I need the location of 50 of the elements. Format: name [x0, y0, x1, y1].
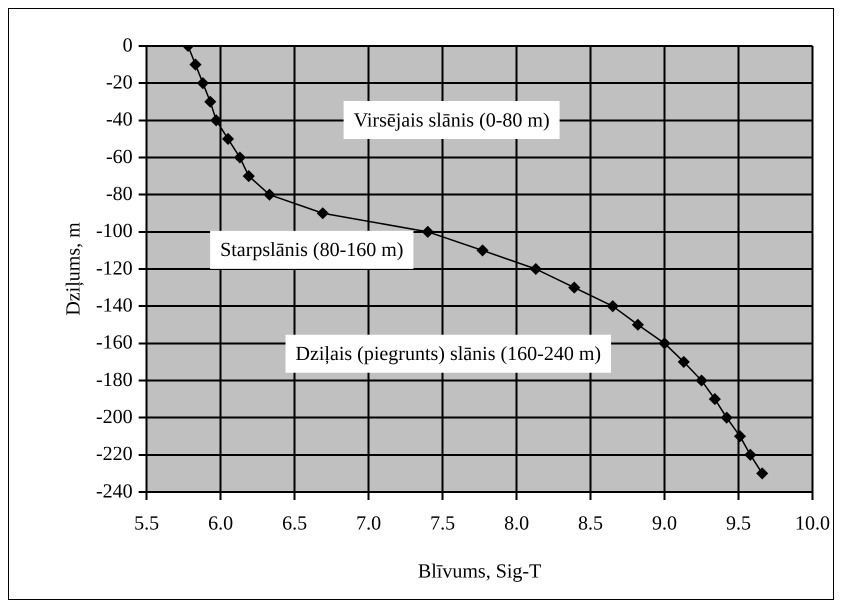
annotation: Starpslānis (80-160 m): [220, 239, 404, 262]
point: [422, 226, 434, 238]
y-tick-label: 0: [122, 34, 133, 56]
y-tick-label: -20: [106, 71, 133, 94]
x-tick-label: 5.5: [134, 512, 160, 534]
y-tick-label: -80: [106, 182, 133, 205]
y-tick-label: -220: [96, 443, 133, 466]
point: [243, 170, 255, 182]
point: [264, 188, 276, 200]
point: [709, 393, 721, 405]
point: [720, 412, 732, 424]
point: [190, 58, 202, 70]
point: [204, 96, 216, 108]
point: [530, 263, 542, 275]
annotation: Dziļais (piegrunts) slānis (160-240 m): [296, 342, 602, 365]
point: [607, 300, 618, 312]
point: [696, 374, 708, 386]
point: [234, 152, 246, 164]
y-tick-label: -100: [96, 220, 133, 242]
point: [568, 282, 580, 294]
x-tick-label: 6.0: [208, 512, 234, 534]
point: [658, 338, 670, 350]
point: [678, 356, 690, 368]
y-tick-label: -240: [96, 480, 133, 502]
point: [222, 133, 234, 145]
x-tick-label: 8.5: [578, 512, 604, 534]
x-tick-label: 9.5: [726, 512, 752, 534]
x-tick-label: 6.5: [282, 512, 308, 534]
y-tick-label: -200: [96, 406, 133, 428]
point: [316, 208, 328, 219]
x-axis-title: Blīvums, Sig-T: [418, 560, 542, 582]
point: [476, 244, 488, 256]
point: [744, 449, 756, 461]
point: [734, 430, 746, 442]
y-tick-label: -180: [96, 368, 133, 391]
x-tick-label: 7.5: [430, 512, 456, 534]
x-tick-label: 10.0: [795, 512, 830, 534]
y-tick-label: -60: [106, 146, 133, 168]
y-tick-label: -120: [96, 257, 133, 280]
y-tick-label: -140: [96, 294, 133, 316]
point: [197, 77, 209, 89]
x-tick-label: 8.0: [504, 512, 530, 534]
x-tick-label: 9.0: [652, 512, 678, 534]
annotation: Virsējais slānis (0-80 m): [354, 109, 550, 132]
y-tick-label: -40: [106, 108, 133, 131]
point: [632, 319, 644, 330]
x-tick-label: 7.0: [356, 512, 382, 534]
y-tick-label: -160: [96, 332, 133, 354]
point: [756, 468, 768, 480]
y-axis-title: Dziļums, m: [62, 222, 84, 316]
